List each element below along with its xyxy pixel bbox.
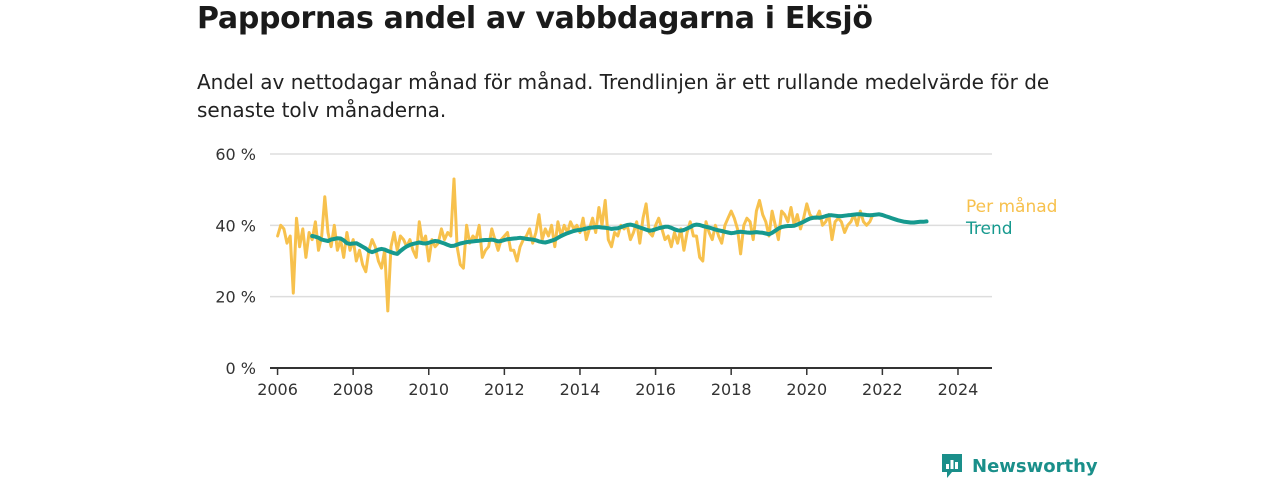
x-tick-label: 2012 [484, 380, 525, 399]
y-axis-tick-labels: 0 % 20 % 40 % 60 % [215, 145, 256, 378]
x-tick-label: 2014 [560, 380, 601, 399]
x-tick-label: 2024 [938, 380, 979, 399]
x-tick-label: 2016 [635, 380, 676, 399]
x-tick-label: 2022 [862, 380, 903, 399]
chart-title: Pappornas andel av vabbdagarna i Eksjö [197, 1, 873, 36]
x-tick-label: 2010 [408, 380, 449, 399]
series-line-trend [310, 212, 929, 256]
y-tick-label: 0 % [226, 359, 256, 378]
y-tick-label: 40 % [215, 216, 256, 235]
x-tick-label: 2008 [333, 380, 374, 399]
series-lines [276, 177, 929, 313]
x-tick-label: 2006 [257, 380, 298, 399]
y-tick-label: 60 % [215, 145, 256, 164]
series-label-trend: Trend [965, 219, 1013, 239]
brand-name: Newsworthy [972, 455, 1098, 477]
x-tick-label: 2018 [711, 380, 752, 399]
newsworthy-logo-icon [942, 454, 962, 478]
newsworthy-logo[interactable]: Newsworthy [940, 452, 1098, 480]
series-label-per-manad: Per månad [966, 196, 1057, 217]
chart-subtitle: Andel av nettodagar månad för månad. Tre… [197, 70, 1050, 122]
series-line-per-manad [276, 177, 875, 313]
x-tick-label: 2020 [786, 380, 827, 399]
y-tick-label: 20 % [215, 288, 256, 307]
x-axis: 2006 2008 2010 2012 2014 2016 2018 2020 2022 2024 [257, 367, 992, 399]
